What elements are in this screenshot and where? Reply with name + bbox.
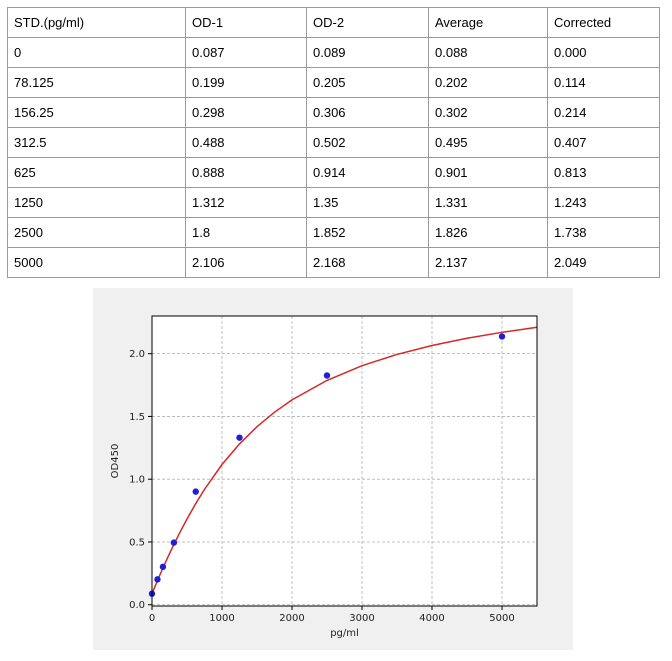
data-point [236, 434, 243, 441]
y-axis-label: OD450 [110, 444, 121, 479]
table-cell: 312.5 [7, 127, 186, 158]
table-cell: 1.243 [547, 187, 660, 218]
table-cell: 0.407 [547, 127, 660, 158]
table-cell: 0.488 [185, 127, 307, 158]
data-point [323, 372, 331, 379]
x-tick-label: 4000 [419, 613, 444, 624]
table-cell: 2.106 [185, 247, 307, 278]
table-cell: 0.813 [547, 157, 660, 188]
table-cell: 1.8 [185, 217, 307, 248]
header-std: STD.(pg/ml) [7, 7, 186, 38]
table-cell: 0.888 [185, 157, 307, 188]
x-tick-label: 1000 [209, 613, 234, 624]
table-cell: 0.087 [185, 37, 307, 68]
x-tick-label: 0 [149, 613, 155, 624]
table-cell: 0.000 [547, 37, 660, 68]
x-tick-label: 2000 [279, 613, 304, 624]
y-tick-label: 0.0 [129, 600, 145, 611]
table-cell: 0.495 [428, 127, 548, 158]
header-corrected: Corrected [547, 7, 660, 38]
table-cell: 0.298 [185, 97, 307, 128]
chart-canvas: 0 1000 2000 3000 4000 5000 0.0 0.5 1.0 1.5 2.0 pg/… [110, 315, 538, 639]
table-cell: 1250 [7, 187, 186, 218]
table-cell: 5000 [7, 247, 186, 278]
grid-lines [151, 316, 537, 606]
data-point [498, 333, 506, 340]
table-row: 5000 2.106 2.168 2.137 2.049 [7, 247, 660, 278]
table-cell: 1.312 [185, 187, 307, 218]
x-tick-label: 5000 [489, 613, 514, 624]
plot-area [152, 316, 537, 606]
table-cell: 2.049 [547, 247, 660, 278]
y-tick-label: 1.5 [129, 412, 145, 423]
table-cell: 0.199 [185, 67, 307, 98]
table-cell: 78.125 [7, 67, 186, 98]
table-cell: 1.852 [306, 217, 429, 248]
standard-curve-chart: 0 1000 2000 3000 4000 5000 0.0 0.5 1.0 1.5 2.0 pg/… [93, 288, 573, 650]
table-cell: 0 [7, 37, 186, 68]
table-cell: 0.914 [306, 157, 429, 188]
table-cell: 1.331 [428, 187, 548, 218]
table-header-row: STD.(pg/ml) OD-1 OD-2 Average Corrected [7, 7, 660, 38]
table-row: 156.25 0.298 0.306 0.302 0.214 [7, 97, 660, 128]
table-cell: 2500 [7, 217, 186, 248]
table-cell: 1.738 [547, 217, 660, 248]
table-cell: 0.302 [428, 97, 548, 128]
data-point [159, 563, 167, 571]
header-od1: OD-1 [185, 7, 307, 38]
table-cell: 625 [7, 157, 186, 188]
table-row: 1250 1.312 1.35 1.331 1.243 [7, 187, 660, 218]
x-axis-label: pg/ml [330, 628, 359, 639]
table-row: 312.5 0.488 0.502 0.495 0.407 [7, 127, 660, 158]
y-tick-label: 0.5 [129, 537, 145, 548]
plot-frame [151, 315, 538, 607]
header-od2: OD-2 [306, 7, 429, 38]
table-cell: 0.114 [547, 67, 660, 98]
table-cell: 0.306 [306, 97, 429, 128]
table-row: 78.125 0.199 0.205 0.202 0.114 [7, 67, 660, 98]
table-cell: 0.901 [428, 157, 548, 188]
y-tick-label: 2.0 [129, 349, 145, 360]
table-cell: 1.826 [428, 217, 548, 248]
y-tick-label: 1.0 [129, 475, 145, 486]
table-cell: 0.205 [306, 67, 429, 98]
table-cell: 2.168 [306, 247, 429, 278]
data-points [148, 333, 506, 597]
standards-table: STD.(pg/ml) OD-1 OD-2 Average Corrected … [7, 7, 660, 278]
data-point [154, 576, 161, 583]
table-cell: 0.214 [547, 97, 660, 128]
table-cell: 0.202 [428, 67, 548, 98]
axis-ticks: 0 1000 2000 3000 4000 5000 0.0 0.5 1.0 1.5 2.0 [129, 349, 515, 624]
table-row: 0 0.087 0.089 0.088 0.000 [7, 37, 660, 68]
header-average: Average [428, 7, 548, 38]
table-cell: 156.25 [7, 97, 186, 128]
table-cell: 1.35 [306, 187, 429, 218]
x-tick-label: 3000 [349, 613, 374, 624]
table-cell: 0.502 [306, 127, 429, 158]
table-row: 2500 1.8 1.852 1.826 1.738 [7, 217, 660, 248]
data-point [192, 488, 199, 495]
data-point [170, 539, 178, 546]
table-cell: 0.088 [428, 37, 548, 68]
table-cell: 0.089 [306, 37, 429, 68]
table-cell: 2.137 [428, 247, 548, 278]
table-row: 625 0.888 0.914 0.901 0.813 [7, 157, 660, 188]
